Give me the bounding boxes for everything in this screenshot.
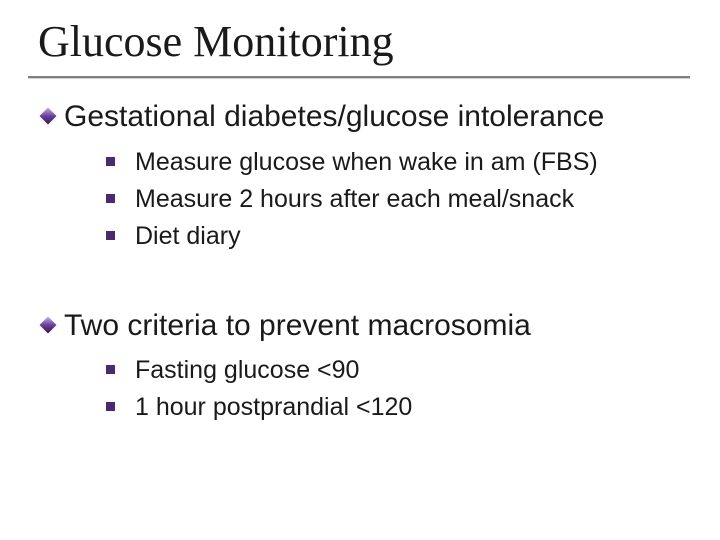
square-bullet-icon — [106, 365, 115, 374]
bullet-level2: Measure 2 hours after each meal/snack — [106, 183, 680, 216]
list-item: Fasting glucose <90 — [135, 354, 359, 387]
diamond-bullet-icon — [40, 109, 56, 123]
bullet-level1: Two criteria to prevent macrosomia — [40, 307, 680, 345]
list-item: Measure 2 hours after each meal/snack — [135, 183, 574, 216]
square-bullet-icon — [106, 231, 115, 240]
slide: Glucose Monitoring Gestational diabetes/… — [0, 0, 720, 540]
bullet-level2: Diet diary — [106, 220, 680, 253]
bullet-level1: Gestational diabetes/glucose intolerance — [40, 98, 680, 136]
section-heading: Gestational diabetes/glucose intolerance — [64, 98, 604, 136]
slide-title: Glucose Monitoring — [38, 16, 394, 67]
slide-content: Gestational diabetes/glucose intolerance… — [40, 98, 680, 428]
square-bullet-icon — [106, 402, 115, 411]
sublist: Measure glucose when wake in am (FBS) Me… — [106, 146, 680, 253]
square-bullet-icon — [106, 194, 115, 203]
list-item: Measure glucose when wake in am (FBS) — [135, 146, 598, 179]
title-underline-shadow — [28, 78, 690, 79]
diamond-bullet-icon — [40, 318, 56, 332]
list-item: 1 hour postprandial <120 — [135, 391, 412, 424]
bullet-level2: 1 hour postprandial <120 — [106, 391, 680, 424]
section-heading: Two criteria to prevent macrosomia — [64, 307, 531, 345]
spacer — [40, 257, 680, 307]
sublist: Fasting glucose <90 1 hour postprandial … — [106, 354, 680, 424]
bullet-level2: Fasting glucose <90 — [106, 354, 680, 387]
bullet-level2: Measure glucose when wake in am (FBS) — [106, 146, 680, 179]
square-bullet-icon — [106, 157, 115, 166]
list-item: Diet diary — [135, 220, 241, 253]
